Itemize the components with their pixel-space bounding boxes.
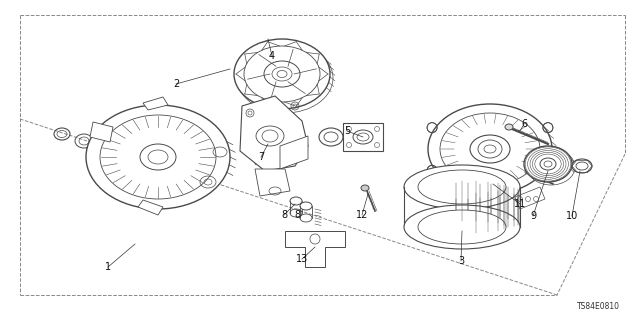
Text: 8: 8: [281, 210, 287, 220]
Text: 13: 13: [296, 254, 308, 264]
Ellipse shape: [86, 105, 230, 209]
Ellipse shape: [418, 210, 506, 244]
Polygon shape: [90, 122, 113, 142]
Ellipse shape: [234, 39, 330, 109]
Ellipse shape: [361, 185, 369, 191]
Ellipse shape: [572, 159, 592, 173]
Text: 1: 1: [105, 262, 111, 272]
Text: 11: 11: [514, 199, 526, 209]
Text: 8: 8: [294, 210, 300, 220]
Ellipse shape: [300, 202, 312, 210]
Text: 12: 12: [356, 210, 368, 220]
Polygon shape: [240, 96, 308, 171]
Polygon shape: [515, 187, 545, 209]
Text: 9: 9: [530, 211, 536, 221]
Ellipse shape: [525, 170, 531, 174]
Polygon shape: [285, 231, 345, 267]
Text: 6: 6: [521, 119, 527, 129]
Polygon shape: [138, 200, 163, 215]
Polygon shape: [255, 169, 290, 196]
Ellipse shape: [404, 165, 520, 209]
Polygon shape: [280, 136, 308, 169]
Ellipse shape: [527, 149, 575, 185]
Text: TS84E0810: TS84E0810: [577, 302, 620, 311]
Polygon shape: [343, 123, 383, 151]
Ellipse shape: [524, 146, 572, 182]
Polygon shape: [143, 97, 168, 110]
Ellipse shape: [290, 197, 302, 205]
Text: 5: 5: [344, 126, 350, 136]
Ellipse shape: [505, 124, 513, 130]
Text: 4: 4: [269, 51, 275, 61]
Ellipse shape: [428, 104, 552, 194]
Ellipse shape: [404, 205, 520, 249]
Text: 2: 2: [173, 79, 179, 89]
Text: 10: 10: [566, 211, 578, 221]
Text: 3: 3: [458, 256, 464, 266]
Ellipse shape: [237, 43, 333, 113]
Text: 7: 7: [258, 152, 264, 162]
